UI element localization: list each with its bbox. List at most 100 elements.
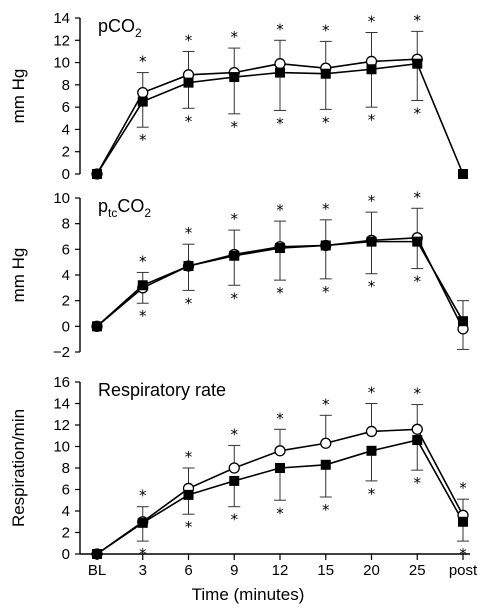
significance-star: * <box>368 278 376 296</box>
y-tick-label: 8 <box>62 77 70 94</box>
panel-title: Respiratory rate <box>98 380 226 400</box>
x-tick-label: 15 <box>317 562 334 579</box>
y-tick-label: 6 <box>62 99 70 116</box>
panel-title: ptcCO2 <box>98 196 151 220</box>
series-line-open-circle <box>96 58 418 175</box>
data-point-filled-square <box>183 261 194 272</box>
x-tick-label: 3 <box>139 562 147 579</box>
y-tick-label: 4 <box>62 267 70 284</box>
x-axis: BL 3 6 9 12 15 20 25 post <box>80 553 478 579</box>
data-point-filled-square <box>412 236 423 247</box>
significance-star: * <box>368 12 376 30</box>
significance-star: * <box>139 252 147 270</box>
significance-star: * <box>276 114 284 132</box>
y-tick-label: 4 <box>62 121 70 138</box>
y-tick-label: 14 <box>53 10 70 27</box>
significance-star: * <box>231 28 239 46</box>
data-point-filled-square <box>137 280 148 291</box>
y-tick-label: 8 <box>62 216 70 233</box>
x-axis-label: Time (minutes) <box>192 585 305 604</box>
significance-star: * <box>276 409 284 427</box>
y-tick-label: 2 <box>62 144 70 161</box>
x-tick-label: 9 <box>230 562 238 579</box>
significance-star: * <box>368 485 376 503</box>
panel-title-part: CO <box>117 196 144 216</box>
data-point-filled-square <box>366 64 377 75</box>
x-tick-label: 25 <box>409 562 426 579</box>
data-point-filled-square <box>229 250 240 261</box>
significance-star: * <box>414 273 422 291</box>
significance-star: * <box>322 501 330 519</box>
significance-star: * <box>231 210 239 228</box>
data-point-filled-square <box>183 489 194 500</box>
y-axis-label: mm Hg <box>9 69 28 124</box>
significance-star: * <box>414 104 422 122</box>
significance-star: * <box>185 224 193 242</box>
y-tick-label: 4 <box>62 503 70 520</box>
y-tick-label: 6 <box>62 241 70 258</box>
panel-title-part: tc <box>108 206 117 220</box>
data-point-filled-square <box>275 243 285 254</box>
x-tick-label: post <box>449 562 478 579</box>
y-tick-label: −2 <box>53 344 70 361</box>
data-point-filled-square <box>229 72 240 83</box>
significance-star: * <box>276 20 284 38</box>
data-point-open-circle <box>137 87 149 99</box>
y-tick-label: 0 <box>62 166 70 183</box>
significance-star: * <box>231 118 239 136</box>
significance-star: * <box>231 425 239 443</box>
significance-star: * <box>368 384 376 402</box>
data-point-open-circle <box>365 425 378 438</box>
data-point-filled-square <box>229 475 240 486</box>
significance-star: * <box>322 200 330 218</box>
data-point-open-circle <box>320 437 332 449</box>
significance-star: * <box>139 487 147 505</box>
data-point-filled-square <box>412 58 423 69</box>
data-point-filled-square <box>183 77 194 88</box>
significance-star: * <box>414 385 422 403</box>
y-axis-label: Respiration/min <box>9 409 28 527</box>
data-point-filled-square <box>366 236 377 247</box>
data-point-filled-square <box>137 517 148 528</box>
y-tick-label: 8 <box>62 460 70 477</box>
panel-3: 0 2 4 6 8 10 12 14 16 Respiration/min Respiratory … <box>9 374 469 563</box>
data-point-filled-square <box>458 316 468 327</box>
x-tick-label: BL <box>88 562 106 579</box>
significance-star: * <box>322 113 330 131</box>
y-tick-label: 6 <box>62 482 70 499</box>
y-tick-label: 10 <box>53 439 70 456</box>
y-tick-label: 12 <box>53 32 70 49</box>
y-tick-label: 0 <box>62 318 70 335</box>
data-point-open-circle <box>411 423 423 435</box>
data-point-open-circle <box>274 58 286 70</box>
data-point-filled-square <box>458 516 468 527</box>
significance-star: * <box>368 192 376 210</box>
significance-star: * <box>185 518 193 536</box>
data-point-filled-square <box>320 240 331 251</box>
x-tick-label: 20 <box>363 562 380 579</box>
significance-star: * <box>368 111 376 129</box>
y-tick-label: 2 <box>62 525 70 542</box>
significance-star: * <box>185 112 193 130</box>
significance-star: * <box>322 395 330 413</box>
significance-star: * <box>276 504 284 522</box>
significance-star: * <box>459 479 467 497</box>
data-point-filled-square <box>275 463 285 473</box>
data-point-filled-square <box>320 68 331 79</box>
significance-star: * <box>414 11 422 29</box>
data-point-open-circle <box>228 462 240 474</box>
significance-star: * <box>276 284 284 302</box>
significance-star: * <box>322 21 330 39</box>
significance-star: * <box>185 448 193 466</box>
data-point-filled-square <box>366 445 377 456</box>
significance-star: * <box>231 511 239 529</box>
panel-title-part: 2 <box>135 26 142 40</box>
significance-star: * <box>139 131 147 149</box>
y-tick-label: 0 <box>62 546 70 563</box>
data-point-filled-square <box>92 321 102 332</box>
data-point-filled-square <box>412 435 423 446</box>
significance-star: * <box>185 294 193 312</box>
significance-star: * <box>322 283 330 301</box>
